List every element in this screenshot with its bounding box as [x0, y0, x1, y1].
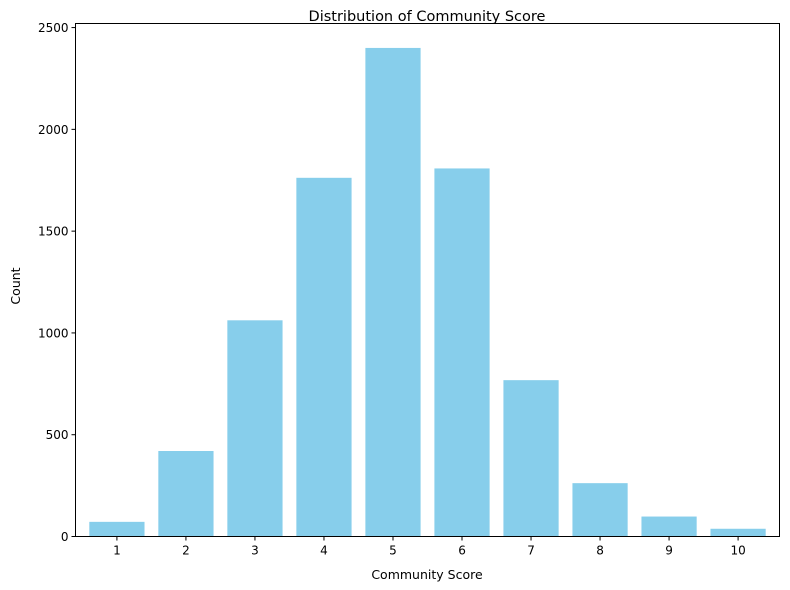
bar-10	[710, 528, 766, 537]
y-tick-label: 2000	[38, 123, 69, 137]
bar-1	[89, 521, 145, 537]
y-tick-label: 500	[46, 428, 69, 442]
y-tick-label: 1500	[38, 225, 69, 239]
x-tick-label: 8	[596, 544, 604, 558]
bar-8	[572, 483, 628, 537]
x-tick-label: 5	[389, 544, 397, 558]
y-axis: 0 500 1000 1500 2000 2500	[38, 21, 76, 544]
bar-5	[365, 47, 421, 537]
y-tick-label: 0	[61, 530, 69, 544]
x-tick-label: 6	[458, 544, 466, 558]
x-axis-label: Community Score	[371, 567, 483, 582]
bar-4	[296, 177, 352, 537]
x-axis: 1 2 3 4 5 6 7 8 9 10	[113, 536, 746, 558]
chart-title: Distribution of Community Score	[309, 9, 546, 25]
bar-2	[158, 451, 214, 537]
bar-9	[641, 516, 697, 537]
y-axis-label: Count	[8, 267, 23, 304]
x-tick-label: 4	[320, 544, 328, 558]
x-tick-label: 2	[182, 544, 190, 558]
bar-3	[227, 320, 283, 537]
bar-7	[503, 380, 559, 537]
x-tick-label: 9	[665, 544, 673, 558]
x-tick-label: 7	[527, 544, 535, 558]
plot-frame	[75, 23, 780, 537]
x-tick-label: 3	[251, 544, 259, 558]
bar-6	[434, 168, 490, 537]
x-tick-label: 10	[730, 544, 745, 558]
y-tick-label: 2500	[38, 21, 69, 35]
plot-area	[89, 47, 766, 537]
x-tick-label: 1	[113, 544, 121, 558]
y-tick-label: 1000	[38, 326, 69, 340]
